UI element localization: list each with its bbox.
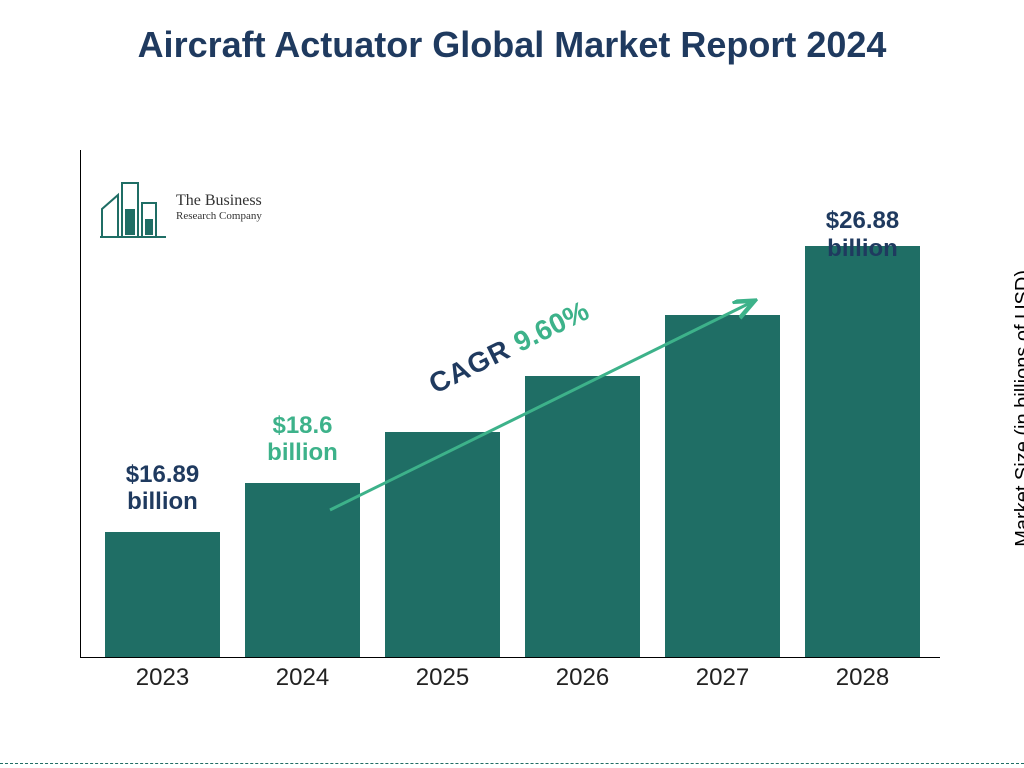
value-label-2024: $18.6billion [245,412,360,467]
value-label-2028: $26.88 billion [805,207,920,262]
chart-title: Aircraft Actuator Global Market Report 2… [0,24,1024,66]
x-label-2028: 2028 [805,664,920,692]
x-label-2027: 2027 [665,664,780,692]
value-label-2023: $16.89billion [105,461,220,516]
x-label-2025: 2025 [385,664,500,692]
x-label-2023: 2023 [105,664,220,692]
footer-divider [0,763,1024,764]
x-label-2024: 2024 [245,664,360,692]
bar-chart: CAGR9.60% 202320242025202620272028 $16.8… [80,150,940,690]
x-label-2026: 2026 [525,664,640,692]
y-axis-label: Market Size (in billions of USD) [1012,270,1024,547]
